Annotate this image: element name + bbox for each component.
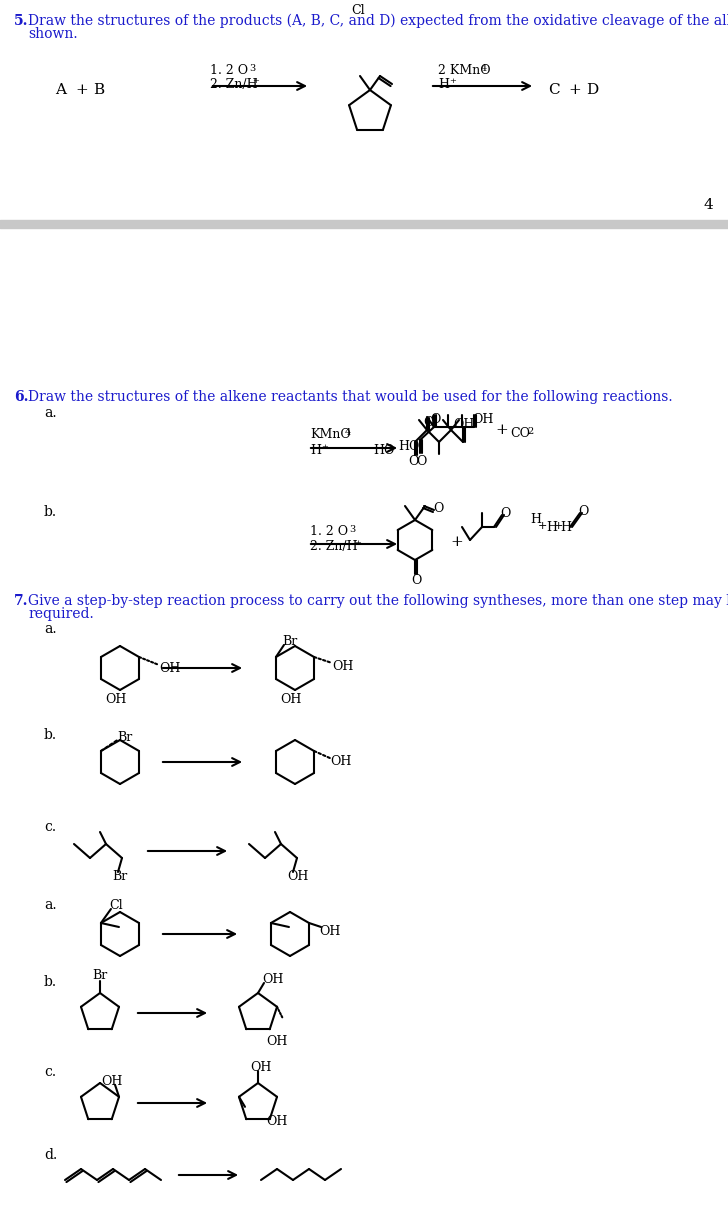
Text: 2 KMnO: 2 KMnO: [438, 63, 491, 77]
Text: OH: OH: [454, 418, 475, 431]
Text: +: +: [449, 77, 456, 85]
Text: a.: a.: [44, 622, 57, 636]
Text: +: +: [321, 443, 328, 451]
Text: 3: 3: [349, 525, 355, 534]
Text: +: +: [450, 536, 463, 549]
Text: Cl: Cl: [109, 899, 122, 913]
Text: B: B: [93, 83, 104, 98]
Text: Draw the structures of the products (A, B, C, and D) expected from the oxidative: Draw the structures of the products (A, …: [28, 13, 728, 28]
Text: H: H: [310, 444, 321, 458]
Text: 4: 4: [703, 198, 713, 212]
Text: 2. Zn/H: 2. Zn/H: [210, 78, 258, 92]
Text: +: +: [538, 521, 547, 531]
Text: H: H: [546, 521, 557, 534]
Text: OH: OH: [287, 870, 309, 883]
Text: shown.: shown.: [28, 27, 78, 41]
Text: A: A: [55, 83, 66, 98]
Text: a.: a.: [44, 406, 57, 420]
Text: d.: d.: [44, 1148, 58, 1161]
Text: O: O: [433, 501, 443, 515]
Text: OH: OH: [101, 1075, 122, 1088]
Text: H: H: [530, 512, 541, 526]
Text: 4: 4: [345, 428, 351, 437]
Text: HO: HO: [373, 444, 395, 458]
Text: 2. Zn/H: 2. Zn/H: [310, 540, 357, 553]
Text: 1. 2 O: 1. 2 O: [210, 63, 248, 77]
Text: OH: OH: [250, 1061, 272, 1074]
Text: OH: OH: [266, 1115, 288, 1129]
Text: C: C: [548, 83, 560, 98]
Text: +: +: [554, 521, 563, 531]
Text: a.: a.: [44, 898, 57, 913]
Text: CO: CO: [510, 427, 530, 440]
Text: OH: OH: [330, 755, 352, 769]
Text: +: +: [75, 83, 88, 98]
Text: O: O: [500, 508, 510, 520]
Text: b.: b.: [44, 975, 57, 989]
Text: OH: OH: [280, 693, 301, 706]
Text: 4: 4: [481, 63, 487, 73]
Text: 3: 3: [249, 63, 256, 73]
Text: required.: required.: [28, 608, 94, 621]
Text: OH: OH: [159, 662, 181, 675]
Text: Br: Br: [92, 969, 107, 982]
Text: c.: c.: [44, 820, 56, 834]
Text: OH: OH: [319, 925, 341, 938]
Text: Draw the structures of the alkene reactants that would be used for the following: Draw the structures of the alkene reacta…: [28, 390, 673, 404]
Text: 5.: 5.: [14, 13, 28, 28]
Text: +: +: [252, 77, 259, 85]
Text: O: O: [416, 455, 426, 468]
Text: 6.: 6.: [14, 390, 28, 404]
Text: +: +: [354, 539, 361, 547]
Text: O: O: [430, 414, 440, 426]
Text: Give a step-by-step reaction process to carry out the following syntheses, more : Give a step-by-step reaction process to …: [28, 594, 728, 608]
Text: +: +: [568, 83, 581, 98]
Text: b.: b.: [44, 505, 57, 518]
Text: O: O: [411, 573, 422, 587]
Text: Cl: Cl: [351, 4, 365, 17]
Text: OH: OH: [262, 974, 283, 986]
Text: +: +: [495, 423, 507, 437]
Text: 7.: 7.: [14, 594, 28, 608]
Text: OH: OH: [106, 693, 127, 706]
Text: 1. 2 O: 1. 2 O: [310, 525, 348, 538]
Text: c.: c.: [44, 1065, 56, 1078]
Text: Br: Br: [112, 870, 127, 883]
Text: H: H: [438, 78, 449, 92]
Text: OH: OH: [266, 1035, 288, 1048]
Text: H: H: [560, 521, 571, 534]
Text: O: O: [578, 505, 588, 518]
Text: 2: 2: [527, 427, 533, 436]
Text: OH: OH: [332, 660, 353, 673]
Text: O: O: [408, 455, 418, 468]
Text: HO: HO: [398, 440, 419, 453]
Text: b.: b.: [44, 728, 57, 742]
Text: Br: Br: [117, 731, 132, 744]
Text: Br: Br: [282, 634, 297, 648]
Text: O: O: [423, 416, 433, 429]
Text: D: D: [586, 83, 598, 98]
Text: KMnO: KMnO: [310, 428, 351, 440]
Text: OH: OH: [472, 414, 494, 426]
